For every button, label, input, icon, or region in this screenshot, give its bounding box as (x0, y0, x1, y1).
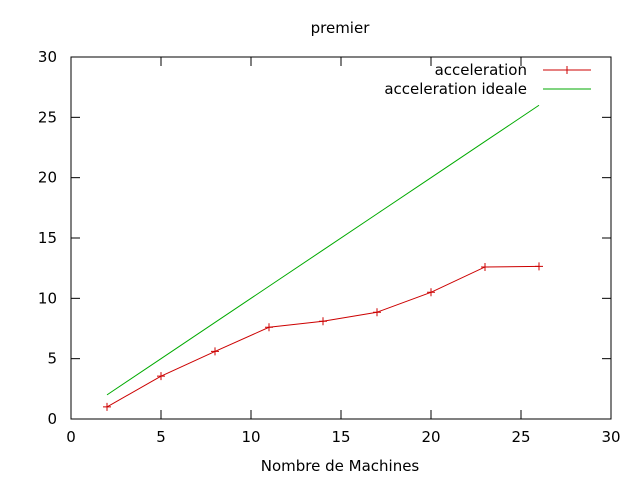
x-axis: 0 5 10 15 20 25 30 (66, 57, 621, 446)
x-tick-label: 30 (601, 428, 620, 446)
y-tick-label: 15 (38, 229, 57, 247)
y-tick-label: 10 (38, 289, 57, 307)
series-acceleration-ideale (106, 104, 540, 396)
data-point (265, 323, 273, 332)
y-tick-label: 30 (38, 48, 57, 66)
y-tick-label: 5 (47, 350, 57, 368)
x-tick-label: 10 (241, 428, 260, 446)
x-tick-label: 25 (511, 428, 530, 446)
x-tick-label: 5 (156, 428, 166, 446)
series-line (106, 104, 540, 396)
data-point (157, 372, 165, 381)
data-point (319, 317, 327, 326)
data-point (373, 308, 381, 317)
legend-label: acceleration (435, 61, 527, 79)
data-point (535, 262, 543, 271)
x-axis-label: Nombre de Machines (261, 457, 420, 475)
x-tick-label: 15 (331, 428, 350, 446)
x-tick-label: 0 (66, 428, 76, 446)
data-point (211, 347, 219, 356)
x-tick-label: 20 (421, 428, 440, 446)
data-point (481, 262, 489, 271)
y-axis: 0 5 10 15 20 25 30 (38, 48, 611, 428)
y-tick-label: 25 (38, 108, 57, 126)
data-point (103, 402, 111, 411)
data-point (427, 288, 435, 297)
y-tick-label: 20 (38, 169, 57, 187)
legend-label: acceleration ideale (384, 80, 527, 98)
series-layer (103, 104, 543, 411)
series-acceleration (103, 262, 543, 411)
chart-title: premier (311, 19, 371, 37)
legend-marker (563, 66, 571, 74)
y-tick-label: 0 (47, 410, 57, 428)
